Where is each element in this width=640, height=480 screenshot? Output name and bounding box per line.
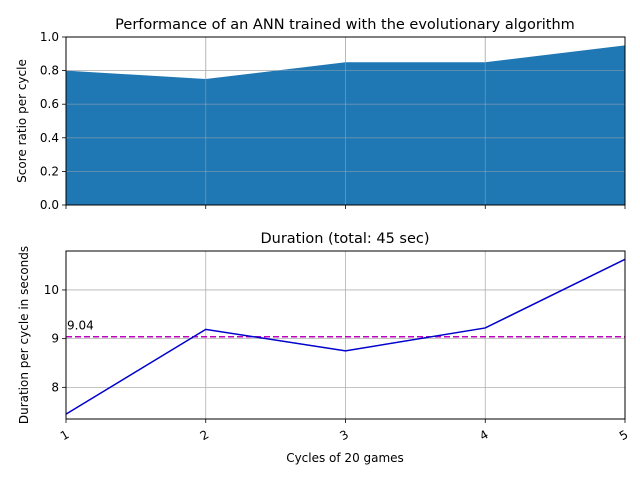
duration-x-tick-label: 3 bbox=[337, 427, 351, 443]
score-y-tick-label: 1.0 bbox=[40, 30, 59, 44]
duration-x-ticks: 1 2 3 4 5 bbox=[58, 419, 631, 443]
score-y-tick-label: 0.0 bbox=[40, 198, 59, 212]
duration-x-axis-label: Cycles of 20 games bbox=[286, 451, 404, 465]
duration-line bbox=[65, 258, 626, 415]
duration-x-tick-label: 4 bbox=[477, 427, 491, 443]
duration-x-tick-label: 1 bbox=[58, 427, 72, 443]
duration-y-axis-label: Duration per cycle in seconds bbox=[17, 246, 31, 424]
score-y-ticks: 0.0 0.2 0.4 0.6 0.8 1.0 bbox=[40, 30, 66, 212]
duration-y-ticks: 8 9 10 bbox=[44, 283, 66, 394]
duration-subplot: Duration (total: 45 sec) 9.04 8 9 10 1 2 3 4 5… bbox=[17, 231, 631, 465]
score-y-tick-label: 0.4 bbox=[40, 131, 59, 145]
score-subplot: Performance of an ANN trained with the e… bbox=[15, 17, 626, 212]
duration-x-tick-label: 5 bbox=[617, 427, 631, 443]
score-y-tick-label: 0.8 bbox=[40, 64, 59, 78]
score-y-tick-label: 0.2 bbox=[40, 164, 59, 178]
duration-x-tick-label: 2 bbox=[198, 427, 212, 443]
score-chart-title: Performance of an ANN trained with the e… bbox=[115, 17, 575, 33]
score-x-ticks bbox=[65, 205, 626, 209]
duration-y-tick-label: 10 bbox=[44, 283, 59, 297]
duration-chart-title: Duration (total: 45 sec) bbox=[260, 231, 429, 247]
duration-y-tick-label: 9 bbox=[51, 332, 59, 346]
score-y-axis-label: Score ratio per cycle bbox=[15, 59, 29, 183]
duration-grid bbox=[65, 251, 626, 419]
duration-y-tick-label: 8 bbox=[51, 380, 59, 394]
score-y-tick-label: 0.6 bbox=[40, 97, 59, 111]
mean-duration-label: 9.04 bbox=[67, 319, 94, 333]
